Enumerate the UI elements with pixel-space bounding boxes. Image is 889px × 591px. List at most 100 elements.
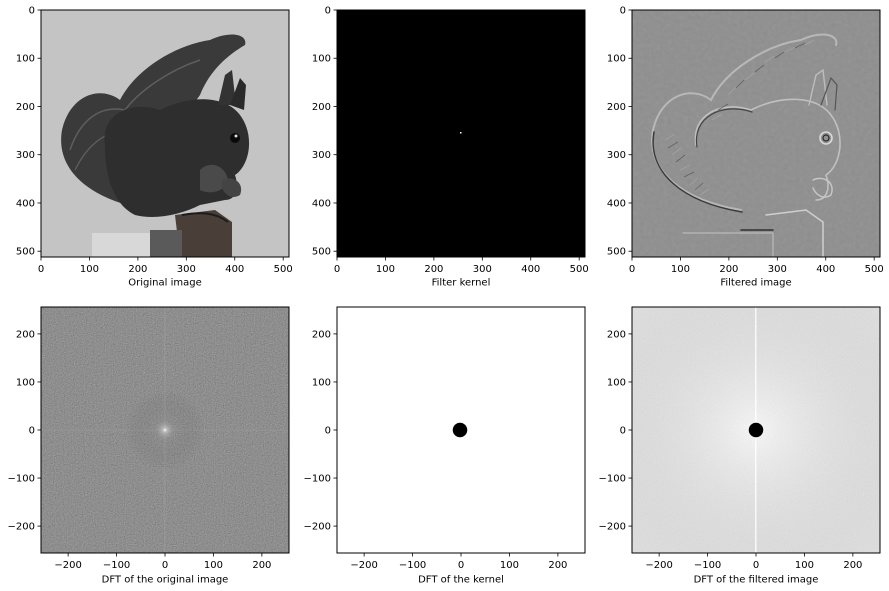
panel-dft-filtered: −200 −100 0 100 200 200 100 0 −100 −200 DFT of t…	[599, 306, 881, 586]
x-tick-label: 200	[719, 264, 738, 275]
x-tick-label: 0	[629, 264, 635, 275]
x-axis: 0 100 200 300 400 500	[38, 257, 293, 275]
x-axis: −200 −100 0 100 200	[54, 553, 271, 571]
x-tick-label: −100	[103, 560, 130, 571]
y-tick-label: 100	[312, 377, 331, 388]
y-axis: 200 100 0 −100 −200	[304, 329, 337, 533]
x-axis: −200 −100 0 100 200	[350, 553, 567, 571]
x-tick-label: −200	[54, 560, 81, 571]
y-tick-label: 100	[16, 377, 35, 388]
y-tick-label: 200	[312, 102, 331, 113]
x-tick-label: 200	[424, 264, 443, 275]
y-tick-label: −200	[8, 522, 35, 533]
y-tick-label: −200	[599, 522, 626, 533]
x-tick-label: 400	[521, 264, 540, 275]
x-tick-label: 200	[252, 560, 271, 571]
x-axis-label: DFT of the kernel	[418, 575, 504, 586]
x-tick-label: 300	[473, 264, 492, 275]
y-tick-label: 0	[620, 426, 626, 437]
x-axis: 0 100 200 300 400 500	[629, 257, 884, 275]
y-tick-label: 500	[607, 247, 626, 258]
x-tick-label: 0	[162, 560, 168, 571]
y-tick-label: 300	[607, 150, 626, 161]
y-tick-label: 0	[29, 6, 35, 17]
y-tick-label: 400	[607, 198, 626, 209]
y-tick-label: −100	[599, 474, 626, 485]
axes-frame	[631, 9, 881, 258]
mask-disk	[452, 422, 468, 438]
mask-disk	[748, 422, 764, 438]
kernel-bright-point	[460, 132, 462, 134]
x-tick-label: 0	[753, 560, 759, 571]
x-tick-label: −200	[350, 560, 377, 571]
x-axis: 0 100 200 300 400 500	[334, 257, 589, 275]
y-tick-label: 200	[16, 329, 35, 340]
x-tick-label: 100	[80, 264, 99, 275]
x-tick-label: 200	[548, 560, 567, 571]
x-axis-label: DFT of the original image	[102, 575, 229, 586]
y-axis: 0 100 200 300 400 500	[312, 6, 337, 258]
x-axis-label: Filter kernel	[432, 278, 491, 289]
x-tick-label: 100	[500, 560, 519, 571]
x-tick-label: 100	[795, 560, 814, 571]
y-tick-label: 500	[16, 247, 35, 258]
y-tick-label: 0	[29, 426, 35, 437]
axes-frame	[336, 9, 586, 258]
panel-original-image: 0 100 200 300 400 500 0 100 200 300 400 500 Origin…	[16, 6, 293, 289]
y-tick-label: 200	[607, 329, 626, 340]
y-tick-label: −200	[304, 522, 331, 533]
x-tick-label: −100	[694, 560, 721, 571]
x-tick-label: 300	[768, 264, 787, 275]
x-tick-label: 500	[570, 264, 589, 275]
x-axis: −200 −100 0 100 200	[645, 553, 862, 571]
x-tick-label: 500	[865, 264, 884, 275]
x-tick-label: 300	[177, 264, 196, 275]
x-axis-label: Filtered image	[720, 278, 791, 289]
x-tick-label: 0	[458, 560, 464, 571]
x-axis-label: DFT of the filtered image	[694, 575, 819, 586]
axes-frame	[40, 9, 290, 258]
x-tick-label: −100	[399, 560, 426, 571]
y-tick-label: 400	[312, 198, 331, 209]
panel-filter-kernel: 0 100 200 300 400 500 0 100 200 300 400 500 Filter…	[312, 6, 589, 289]
x-tick-label: 0	[334, 264, 340, 275]
y-tick-label: 200	[16, 102, 35, 113]
squirrel-photo	[41, 10, 289, 257]
x-tick-label: 500	[274, 264, 293, 275]
x-tick-label: −200	[645, 560, 672, 571]
spectrum-center-peak	[125, 390, 205, 470]
y-axis: 0 100 200 300 400 500	[607, 6, 632, 258]
y-tick-label: 100	[607, 377, 626, 388]
y-tick-label: 300	[312, 150, 331, 161]
y-tick-label: 200	[312, 329, 331, 340]
x-tick-label: 100	[376, 264, 395, 275]
y-axis: 0 100 200 300 400 500	[16, 6, 41, 258]
y-tick-label: 500	[312, 247, 331, 258]
y-tick-label: 300	[16, 150, 35, 161]
y-tick-label: 100	[607, 54, 626, 65]
x-tick-label: 200	[843, 560, 862, 571]
y-tick-label: 100	[312, 54, 331, 65]
x-axis-label: Original image	[128, 278, 201, 289]
y-tick-label: −100	[304, 474, 331, 485]
y-tick-label: 100	[16, 54, 35, 65]
x-tick-label: 100	[204, 560, 223, 571]
filtered-photo	[632, 10, 880, 257]
y-tick-label: 400	[16, 198, 35, 209]
y-tick-label: −100	[8, 474, 35, 485]
panel-filtered-image: 0 100 200 300 400 500 0 100 200 300 400 500 Filter…	[607, 6, 884, 289]
panel-dft-original: −200 −100 0 100 200 200 100 0 −100 −200 DFT of t…	[8, 306, 290, 586]
x-tick-label: 200	[128, 264, 147, 275]
y-tick-label: 0	[325, 426, 331, 437]
y-axis: 200 100 0 −100 −200	[599, 329, 632, 533]
panel-dft-kernel: −200 −100 0 100 200 200 100 0 −100 −200 DFT of t…	[304, 306, 586, 586]
x-tick-label: 0	[38, 264, 44, 275]
x-tick-label: 100	[671, 264, 690, 275]
y-axis: 200 100 0 −100 −200	[8, 329, 41, 533]
x-tick-label: 400	[225, 264, 244, 275]
x-tick-label: 400	[816, 264, 835, 275]
y-tick-label: 200	[607, 102, 626, 113]
y-tick-label: 0	[325, 6, 331, 17]
y-tick-label: 0	[620, 6, 626, 17]
